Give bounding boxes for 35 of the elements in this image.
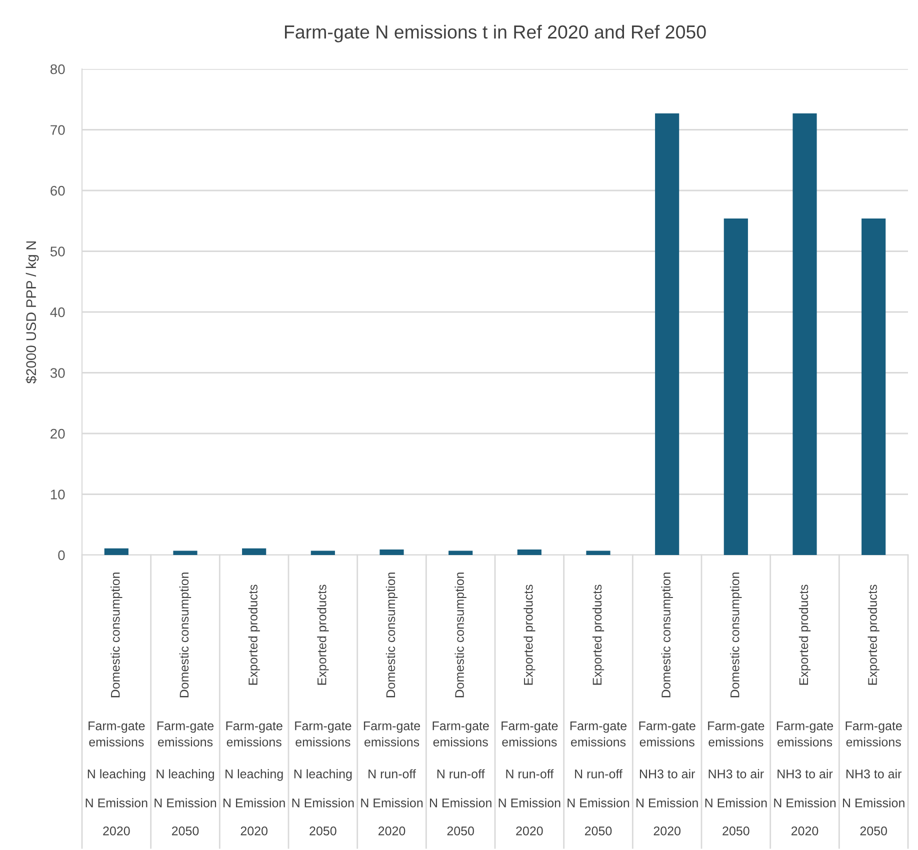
category-label: Exported products Farm-gate emissions N run-off N Emission 2050 xyxy=(568,584,630,836)
category-label: Exported products Farm-gate emissions NH3 to air N Emission 2050 xyxy=(843,584,904,836)
category-label: Domestic consumption Farm-gate emissions NH3 to air N Emission 2050 xyxy=(705,572,767,836)
category-label: Exported products Farm-gate emissions N leaching N Emission 2020 xyxy=(224,584,285,836)
category-label: Domestic consumption Farm-gate emissions N leaching N Emission 2050 xyxy=(154,572,216,836)
category-label: Domestic consumption Farm-gate emissions N leaching N Emission 2020 xyxy=(86,572,148,836)
category-label: Domestic consumption Farm-gate emissions N run-off N Emission 2050 xyxy=(430,572,492,836)
category-label: Domestic consumption Farm-gate emissions NH3 to air N Emission 2020 xyxy=(636,572,698,836)
bar xyxy=(448,550,473,555)
bar xyxy=(517,550,542,555)
bar xyxy=(862,218,886,555)
bar xyxy=(724,218,748,555)
category-label: Exported products Farm-gate emissions NH3 to air N Emission 2020 xyxy=(774,584,836,836)
y-tick-label: 40 xyxy=(50,307,65,318)
y-tick-label: 50 xyxy=(50,246,65,256)
bar xyxy=(173,550,198,555)
y-tick-label: 10 xyxy=(50,490,65,500)
bar xyxy=(792,113,817,555)
chart-title: Farm-gate N emissions t in Ref 2020 and Ref 2050 xyxy=(284,24,706,42)
bar xyxy=(310,550,335,555)
y-tick-label: 20 xyxy=(50,428,65,439)
y-tick-label: 0 xyxy=(58,550,65,560)
category-label: Exported products Farm-gate emissions N run-off N Emission 2020 xyxy=(498,584,560,836)
bar xyxy=(242,548,266,555)
bar xyxy=(380,550,404,555)
y-tick-label: 70 xyxy=(50,125,65,135)
y-tick-label: 30 xyxy=(50,368,65,378)
y-tick-label: 80 xyxy=(50,64,65,74)
category-label: Domestic consumption Farm-gate emissions N run-off N Emission 2020 xyxy=(361,572,423,836)
bar xyxy=(586,550,610,555)
y-tick-label: 60 xyxy=(50,186,65,196)
category-label: Exported products Farm-gate emissions N leaching N Emission 2050 xyxy=(292,584,354,836)
y-axis-title: $2000 USD PPP / kg N xyxy=(26,241,39,384)
bar xyxy=(655,113,680,555)
bar xyxy=(104,548,128,555)
